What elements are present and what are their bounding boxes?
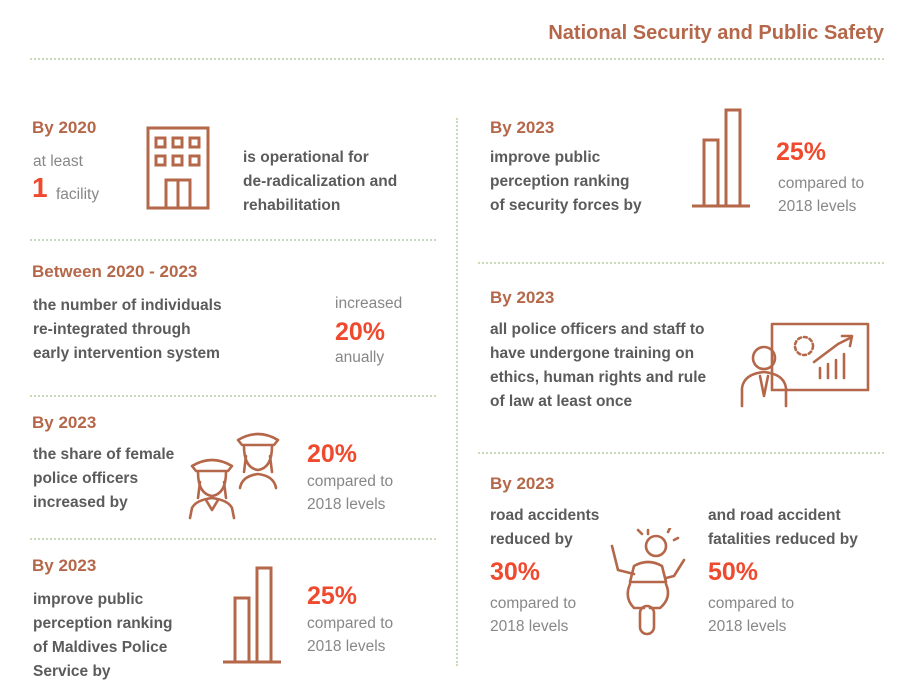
female-officers-icon (186, 428, 298, 520)
security-forces-value: 25% (776, 138, 827, 166)
reintegration-description: the number of individuals re-integrated … (33, 297, 222, 362)
title-divider (30, 58, 884, 60)
female-officers-compare: compared to 2018 levels (307, 473, 394, 513)
reintegration-post: anually (335, 349, 385, 366)
road-fatalities-value: 50% (708, 558, 759, 586)
police-service-compare: compared to 2018 levels (307, 615, 394, 655)
road-period: By 2023 (490, 474, 555, 493)
police-service-period: By 2023 (32, 556, 97, 575)
security-forces-description: improve public perception ranking of sec… (490, 149, 642, 214)
bar-chart-icon (690, 108, 752, 208)
security-forces-period: By 2023 (490, 118, 555, 137)
training-period: By 2023 (490, 288, 555, 307)
building-icon (146, 126, 210, 210)
column-divider (456, 118, 458, 666)
road-fatalities-compare: compared to 2018 levels (708, 595, 795, 635)
police-service-description: improve public perception ranking of Mal… (33, 591, 173, 680)
facility-period: By 2020 (32, 118, 97, 137)
page-title: National Security and Public Safety (548, 22, 884, 44)
divider-right-1 (478, 262, 884, 264)
reintegration-value: 20% (335, 318, 386, 346)
motorcycle-accident-icon (604, 528, 690, 636)
facility-at-least: at least (33, 153, 83, 170)
police-service-value: 25% (307, 582, 358, 610)
road-fatalities-description: and road accident fatalities reduced by (708, 507, 858, 548)
road-accidents-description: road accidents reduced by (490, 507, 600, 548)
reintegration-period: Between 2020 - 2023 (32, 262, 198, 281)
female-officers-period: By 2023 (32, 413, 97, 432)
divider-right-2 (478, 452, 884, 454)
security-forces-compare: compared to 2018 levels (778, 175, 865, 215)
presentation-icon (740, 320, 872, 408)
training-description: all police officers and staff to have un… (490, 321, 707, 410)
road-accidents-compare: compared to 2018 levels (490, 595, 577, 635)
divider-left-3 (30, 538, 436, 540)
female-officers-description: the share of female police officers incr… (33, 446, 175, 511)
facility-number: 1 (32, 172, 48, 203)
female-officers-value: 20% (307, 440, 358, 468)
divider-left-1 (30, 239, 436, 241)
reintegration-pre: increased (335, 295, 403, 312)
road-accidents-value: 30% (490, 558, 541, 586)
facility-unit: facility (56, 186, 100, 203)
bar-chart-icon (221, 566, 283, 664)
facility-description: is operational for de-radicalization and… (243, 149, 398, 214)
divider-left-2 (30, 395, 436, 397)
